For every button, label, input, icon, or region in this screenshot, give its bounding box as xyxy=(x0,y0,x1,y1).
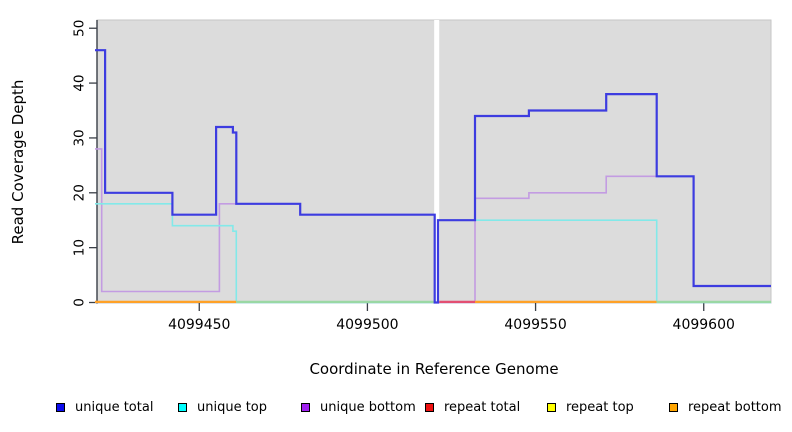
y-tick-label: 30 xyxy=(72,129,88,146)
legend-swatch-unique-total-icon xyxy=(56,402,65,412)
legend-swatch-unique-top-icon xyxy=(178,402,187,412)
legend-swatch-repeat-bottom-icon xyxy=(669,402,678,412)
x-tick-label: 4099450 xyxy=(168,317,230,333)
legend-label: unique total xyxy=(75,399,154,415)
y-tick-label: 50 xyxy=(72,20,88,37)
legend-label: unique bottom xyxy=(320,399,416,415)
legend-item-unique-bottom: unique bottom xyxy=(301,398,416,416)
no-data-gap-band xyxy=(434,20,440,303)
y-axis-title: Read Coverage Depth xyxy=(9,79,27,245)
legend-label: repeat top xyxy=(566,399,634,415)
series-line-unique-total xyxy=(95,49,771,304)
legend-item-repeat-top: repeat top xyxy=(547,398,634,416)
legend-swatch-unique-bottom-icon xyxy=(301,402,310,412)
legend-swatch-repeat-top-icon xyxy=(547,402,556,412)
legend-label: repeat bottom xyxy=(688,399,782,415)
legend-item-repeat-bottom: repeat bottom xyxy=(669,398,782,416)
y-tick-label: 40 xyxy=(72,74,88,91)
x-tick-label: 4099550 xyxy=(504,317,566,333)
y-tick-label: 0 xyxy=(72,298,88,307)
legend-swatch-repeat-total-icon xyxy=(425,402,434,412)
y-tick-label: 10 xyxy=(72,239,88,256)
x-tick-label: 4099500 xyxy=(336,317,398,333)
legend-label: repeat total xyxy=(444,399,521,415)
x-axis-title: Coordinate in Reference Genome xyxy=(309,360,559,378)
legend-label: unique top xyxy=(197,399,268,415)
chart-legend: unique total unique top unique bottom re… xyxy=(0,398,792,418)
x-tick-label: 4099600 xyxy=(673,317,735,333)
legend-item-unique-total: unique total xyxy=(56,398,153,416)
legend-item-unique-top: unique top xyxy=(178,398,267,416)
y-tick-label: 20 xyxy=(72,184,88,201)
legend-item-repeat-total: repeat total xyxy=(425,398,520,416)
